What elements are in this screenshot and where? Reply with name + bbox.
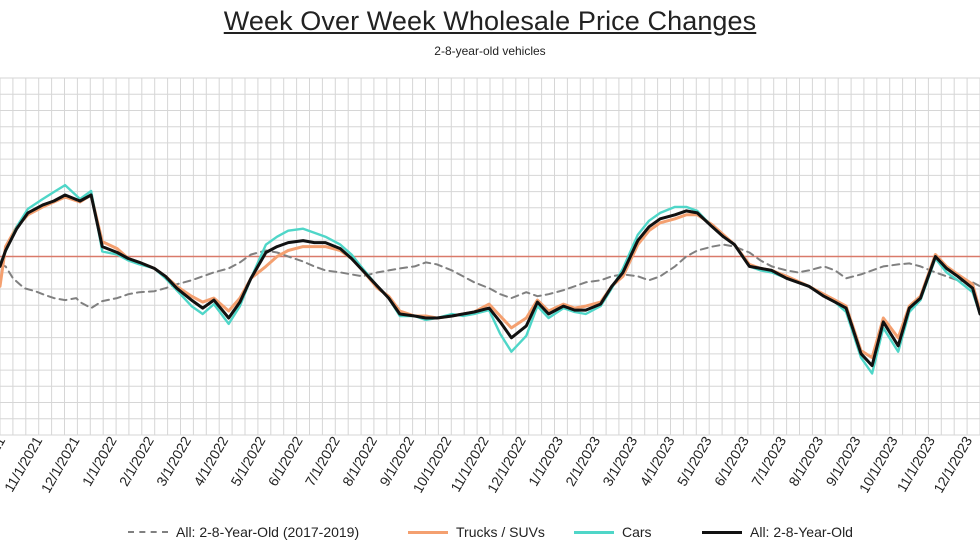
series-line-all-2-8-year-old — [0, 193, 980, 368]
legend-swatch-all-2017-2019 — [128, 531, 168, 533]
x-tick-label: 6/1/2022 — [265, 433, 306, 488]
legend-swatch-all-2-8-year-old — [702, 530, 742, 534]
x-tick-label: 6/1/2023 — [711, 433, 752, 488]
x-tick-label: 7/1/2023 — [748, 433, 789, 488]
legend-item-cars: Cars — [574, 520, 652, 544]
legend: All: 2-8-Year-Old (2017-2019) Trucks / S… — [0, 520, 980, 544]
x-tick-label: 3/1/2023 — [599, 433, 640, 488]
x-tick-label: 8/1/2022 — [339, 433, 380, 488]
x-tick-label: 3/1/2022 — [153, 433, 194, 488]
legend-swatch-cars — [574, 530, 614, 534]
series-lines — [0, 183, 980, 375]
x-tick-label: 4/1/2023 — [636, 433, 677, 488]
x-tick-label: 8/1/2023 — [785, 433, 826, 488]
x-tick-label: 9/1/2022 — [376, 433, 417, 488]
x-tick-label: 2/1/2022 — [116, 433, 157, 488]
legend-item-all-2-8-year-old: All: 2-8-Year-Old — [702, 520, 853, 544]
series-line-all-2-8-year-old-2017-2019 — [0, 243, 980, 310]
chart-subtitle: 2-8-year-old vehicles — [434, 44, 546, 58]
x-tick-label: 7/1/2022 — [302, 433, 343, 488]
x-tick-labels: 9/1/202110/1/202111/1/202112/1/20211/1/2… — [0, 433, 975, 495]
x-tick-label: 4/1/2022 — [190, 433, 231, 488]
legend-item-all-2017-2019: All: 2-8-Year-Old (2017-2019) — [128, 520, 359, 544]
x-tick-label: 1/1/2022 — [79, 433, 120, 488]
legend-label-all-2017-2019: All: 2-8-Year-Old (2017-2019) — [176, 524, 360, 540]
x-tick-label: 5/1/2022 — [227, 433, 268, 488]
legend-swatch-trucks-suvs — [408, 530, 448, 534]
x-tick-label: 5/1/2023 — [674, 433, 715, 488]
x-tick-label: 9/1/2023 — [822, 433, 863, 488]
legend-label-all-2-8-year-old: All: 2-8-Year-Old — [750, 524, 853, 540]
legend-label-trucks-suvs: Trucks / SUVs — [456, 524, 545, 540]
legend-item-trucks-suvs: Trucks / SUVs — [408, 520, 545, 544]
x-tick-label: 2/1/2023 — [562, 433, 603, 488]
legend-label-cars: Cars — [622, 524, 652, 540]
chart-title: Week Over Week Wholesale Price Changes — [223, 6, 757, 36]
x-tick-label: 1/1/2023 — [525, 433, 566, 488]
